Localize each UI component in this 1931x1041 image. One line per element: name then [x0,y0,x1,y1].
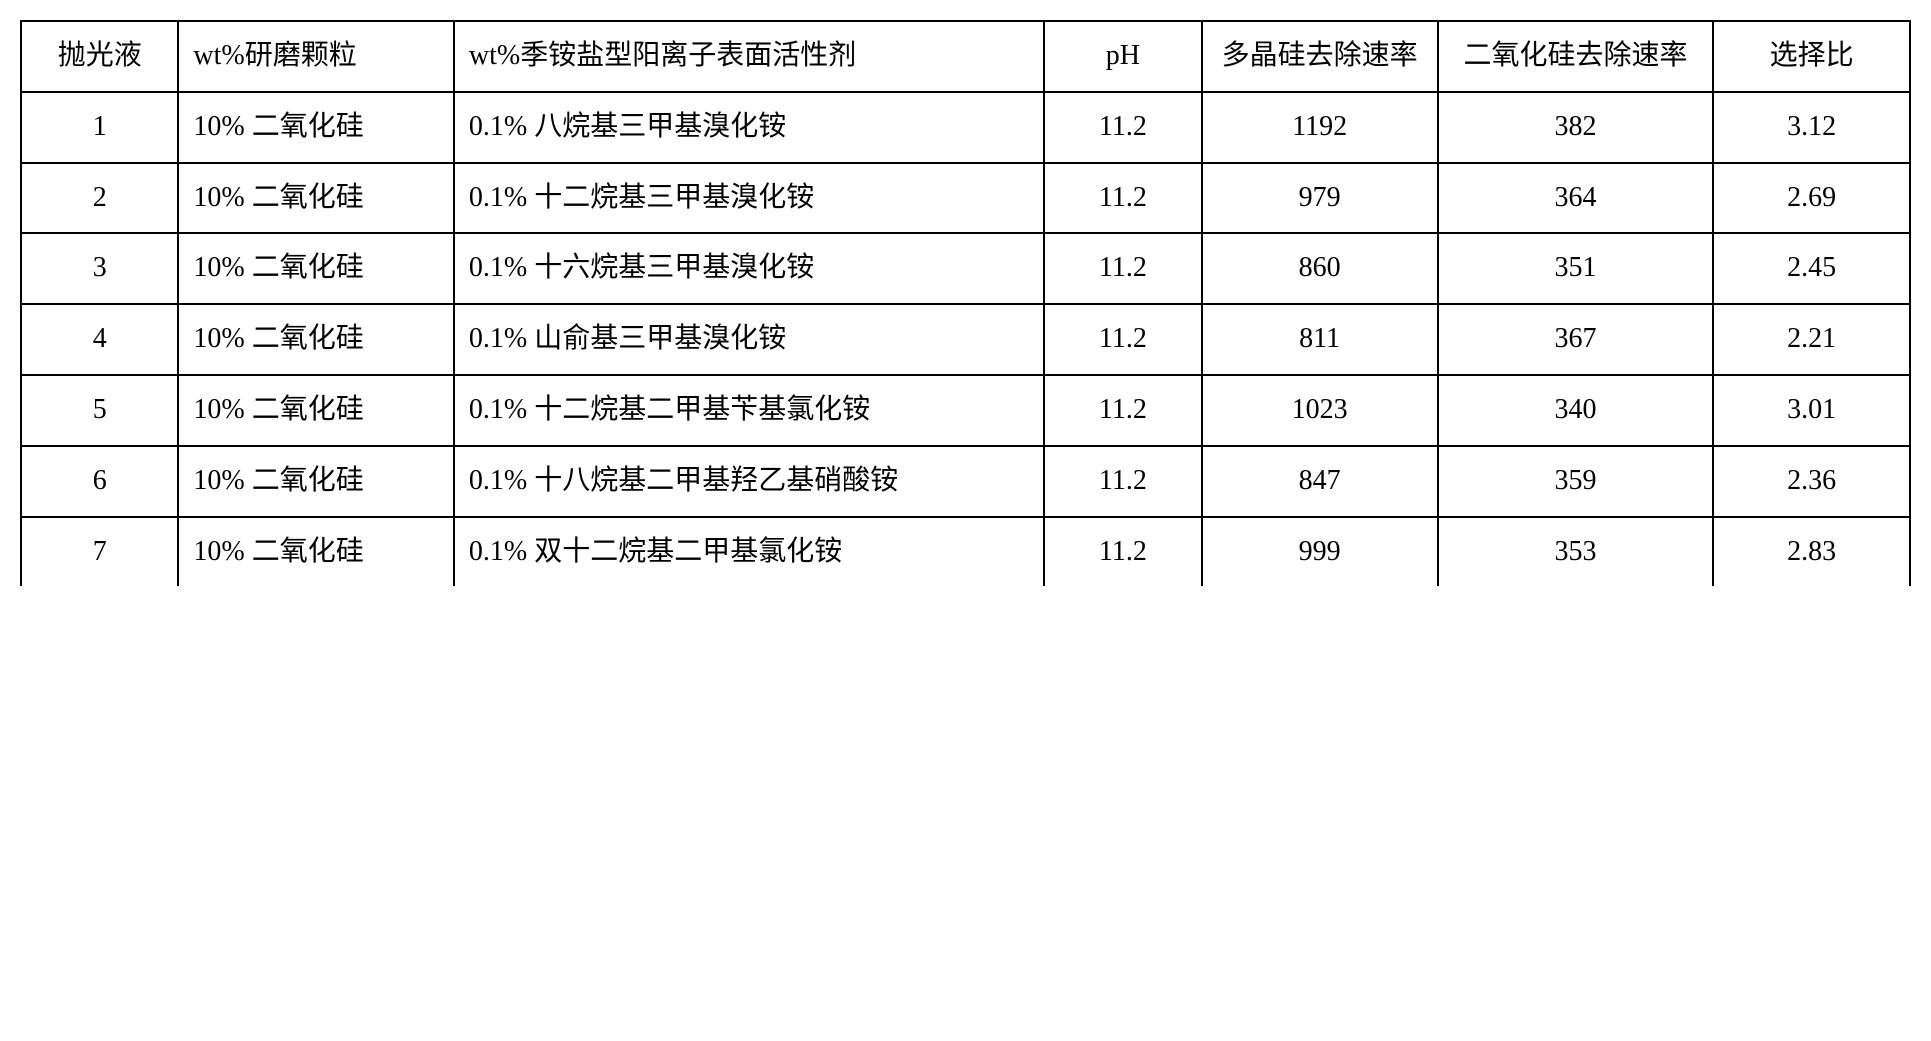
table-row: 510% 二氧化硅0.1% 十二烷基二甲基苄基氯化铵11.210233403.0… [21,375,1910,446]
table-cell: 11.2 [1044,304,1201,375]
table-row: 710% 二氧化硅0.1% 双十二烷基二甲基氯化铵11.29993532.83 [21,517,1910,587]
table-cell: 10% 二氧化硅 [178,233,453,304]
table-cell: 5 [21,375,178,446]
table-cell: 860 [1202,233,1438,304]
table-cell: 0.1% 十八烷基二甲基羟乙基硝酸铵 [454,446,1044,517]
table-cell: 382 [1438,92,1713,163]
table-cell: 367 [1438,304,1713,375]
table-cell: 0.1% 十六烷基三甲基溴化铵 [454,233,1044,304]
col-header-2: wt%季铵盐型阳离子表面活性剂 [454,21,1044,92]
table-cell: 847 [1202,446,1438,517]
table-cell: 2.36 [1713,446,1910,517]
table-cell: 4 [21,304,178,375]
table-cell: 2.83 [1713,517,1910,587]
table-cell: 364 [1438,163,1713,234]
table-cell: 10% 二氧化硅 [178,163,453,234]
table-cell: 11.2 [1044,375,1201,446]
table-cell: 11.2 [1044,517,1201,587]
table-cell: 340 [1438,375,1713,446]
table-cell: 811 [1202,304,1438,375]
table-cell: 3 [21,233,178,304]
table-cell: 0.1% 十二烷基三甲基溴化铵 [454,163,1044,234]
table-cell: 10% 二氧化硅 [178,92,453,163]
table-cell: 10% 二氧化硅 [178,304,453,375]
table-cell: 10% 二氧化硅 [178,446,453,517]
table-cell: 0.1% 八烷基三甲基溴化铵 [454,92,1044,163]
table-cell: 353 [1438,517,1713,587]
table-row: 310% 二氧化硅0.1% 十六烷基三甲基溴化铵11.28603512.45 [21,233,1910,304]
table-header: 抛光液 wt%研磨颗粒 wt%季铵盐型阳离子表面活性剂 pH 多晶硅去除速率 二… [21,21,1910,92]
table-cell: 2.45 [1713,233,1910,304]
table-cell: 0.1% 山俞基三甲基溴化铵 [454,304,1044,375]
col-header-3: pH [1044,21,1201,92]
table-cell: 6 [21,446,178,517]
table-row: 110% 二氧化硅0.1% 八烷基三甲基溴化铵11.211923823.12 [21,92,1910,163]
table-cell: 10% 二氧化硅 [178,517,453,587]
table-row: 210% 二氧化硅0.1% 十二烷基三甲基溴化铵11.29793642.69 [21,163,1910,234]
col-header-4: 多晶硅去除速率 [1202,21,1438,92]
col-header-0: 抛光液 [21,21,178,92]
table-cell: 1 [21,92,178,163]
table-cell: 10% 二氧化硅 [178,375,453,446]
table-cell: 3.01 [1713,375,1910,446]
header-row: 抛光液 wt%研磨颗粒 wt%季铵盐型阳离子表面活性剂 pH 多晶硅去除速率 二… [21,21,1910,92]
col-header-1: wt%研磨颗粒 [178,21,453,92]
table-cell: 1192 [1202,92,1438,163]
col-header-5: 二氧化硅去除速率 [1438,21,1713,92]
table-cell: 979 [1202,163,1438,234]
table-cell: 11.2 [1044,233,1201,304]
table-cell: 2 [21,163,178,234]
table-cell: 359 [1438,446,1713,517]
table-cell: 2.69 [1713,163,1910,234]
table-cell: 11.2 [1044,163,1201,234]
table-row: 410% 二氧化硅0.1% 山俞基三甲基溴化铵11.28113672.21 [21,304,1910,375]
table-cell: 1023 [1202,375,1438,446]
table-body: 110% 二氧化硅0.1% 八烷基三甲基溴化铵11.211923823.1221… [21,92,1910,587]
table-cell: 7 [21,517,178,587]
table-cell: 11.2 [1044,92,1201,163]
table-cell: 999 [1202,517,1438,587]
table-row: 610% 二氧化硅0.1% 十八烷基二甲基羟乙基硝酸铵11.28473592.3… [21,446,1910,517]
table-cell: 0.1% 双十二烷基二甲基氯化铵 [454,517,1044,587]
table-cell: 2.21 [1713,304,1910,375]
col-header-6: 选择比 [1713,21,1910,92]
table-cell: 351 [1438,233,1713,304]
table-cell: 0.1% 十二烷基二甲基苄基氯化铵 [454,375,1044,446]
data-table: 抛光液 wt%研磨颗粒 wt%季铵盐型阳离子表面活性剂 pH 多晶硅去除速率 二… [20,20,1911,586]
table-cell: 3.12 [1713,92,1910,163]
table-cell: 11.2 [1044,446,1201,517]
